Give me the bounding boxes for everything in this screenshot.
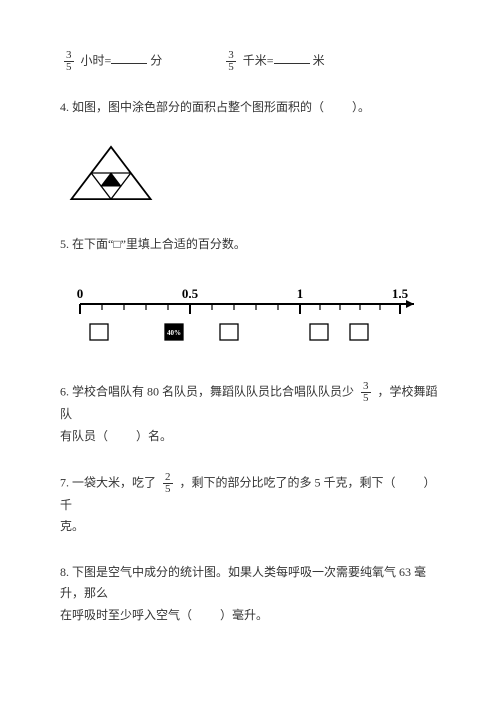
frac-numerator: 2 bbox=[163, 472, 173, 484]
paren-blank[interactable] bbox=[396, 475, 424, 489]
frac-denominator: 5 bbox=[361, 393, 371, 404]
q7-a: 7. 一袋大米，吃了 bbox=[60, 475, 156, 489]
q5-text: 5. 在下面“□”里填上合适的百分数。 bbox=[60, 234, 440, 256]
q4-text: 4. 如图，图中涂色部分的面积占整个图形面积的（ ）。 bbox=[60, 97, 440, 119]
percent-box-label: 40% bbox=[167, 329, 181, 337]
triangle-figure-svg bbox=[66, 143, 156, 203]
q7-fraction: 2 5 bbox=[163, 472, 173, 495]
q7-d: 克。 bbox=[60, 519, 84, 533]
q8: 8. 下图是空气中成分的统计图。如果人类每呼吸一次需要纯氧气 63 毫升，那么 … bbox=[60, 562, 440, 627]
q3-left-unit-from: 小时= bbox=[81, 53, 112, 67]
q6-fraction: 3 5 bbox=[361, 381, 371, 404]
q3-right-fraction: 3 5 bbox=[226, 50, 236, 73]
q5-numberline: 0 0.5 1 1.5 40% bbox=[60, 280, 440, 358]
q6-c: 有队员（ bbox=[60, 429, 108, 443]
q7: 7. 一袋大米，吃了 2 5 ，剩下的部分比吃了的多 5 千克，剩下（ ）千 克… bbox=[60, 472, 440, 538]
q8-b: 在呼吸时至少呼入空气（ bbox=[60, 608, 192, 622]
q3-right-unit-to: 米 bbox=[313, 53, 325, 67]
q8-a: 8. 下图是空气中成分的统计图。如果人类每呼吸一次需要纯氧气 63 毫升，那么 bbox=[60, 565, 426, 601]
tick-label: 1 bbox=[297, 286, 304, 301]
percent-box[interactable] bbox=[90, 324, 108, 340]
q3-left-unit-to: 分 bbox=[150, 53, 162, 67]
frac-denominator: 5 bbox=[226, 62, 236, 73]
q6-d: ）名。 bbox=[136, 429, 172, 443]
frac-denominator: 5 bbox=[64, 62, 74, 73]
paren-blank[interactable] bbox=[192, 608, 220, 622]
q4-text-b: ）。 bbox=[352, 100, 370, 114]
q4-text-a: 4. 如图，图中涂色部分的面积占整个图形面积的（ bbox=[60, 100, 324, 114]
paren-blank[interactable] bbox=[324, 100, 352, 114]
tick-label: 0.5 bbox=[182, 286, 199, 301]
percent-box[interactable] bbox=[220, 324, 238, 340]
q6: 6. 学校合唱队有 80 名队员，舞蹈队队员比合唱队队员少 3 5 ，学校舞蹈队… bbox=[60, 381, 440, 447]
percent-box[interactable] bbox=[350, 324, 368, 340]
q6-a: 6. 学校合唱队有 80 名队员，舞蹈队队员比合唱队队员少 bbox=[60, 385, 354, 399]
blank-input[interactable] bbox=[111, 51, 147, 64]
tick-label: 1.5 bbox=[392, 286, 409, 301]
arrowhead-icon bbox=[406, 300, 414, 308]
frac-denominator: 5 bbox=[163, 484, 173, 495]
q3-right-unit-from: 千米= bbox=[243, 53, 274, 67]
q3-left-fraction: 3 5 bbox=[64, 50, 74, 73]
paren-blank[interactable] bbox=[108, 429, 136, 443]
q4-figure bbox=[66, 143, 440, 211]
q3-row: 3 5 小时= 分 3 5 千米= 米 bbox=[60, 50, 440, 73]
percent-box[interactable] bbox=[310, 324, 328, 340]
numberline-svg: 0 0.5 1 1.5 40% bbox=[60, 280, 420, 350]
q3-left: 3 5 小时= 分 bbox=[60, 50, 162, 73]
blank-input[interactable] bbox=[274, 51, 310, 64]
q3-right: 3 5 千米= 米 bbox=[222, 50, 324, 73]
tick-label: 0 bbox=[77, 286, 84, 301]
q8-c: ）毫升。 bbox=[220, 608, 268, 622]
q7-b: ，剩下的部分比吃了的多 5 千克，剩下（ bbox=[180, 475, 396, 489]
shaded-triangle bbox=[101, 173, 121, 186]
